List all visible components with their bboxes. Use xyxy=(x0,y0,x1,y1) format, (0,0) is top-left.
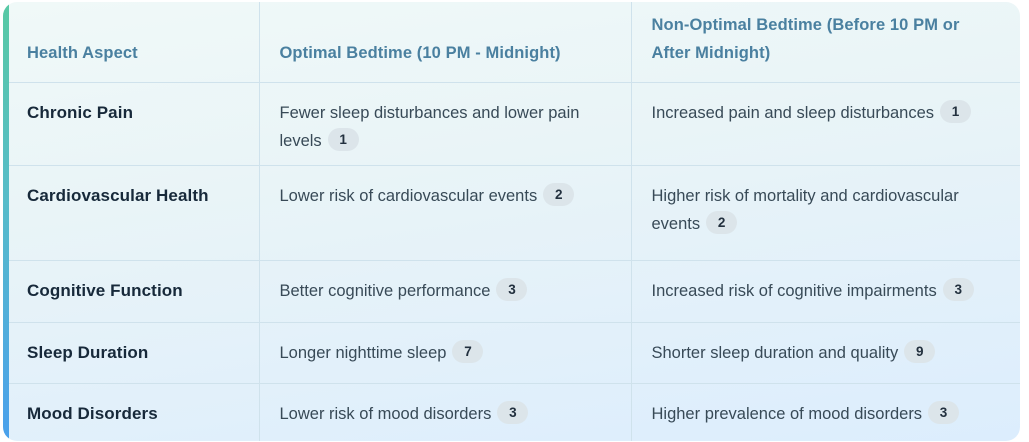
column-header-optimal-bedtime: Optimal Bedtime (10 PM - Midnight) xyxy=(258,2,631,82)
citation-badge[interactable]: 1 xyxy=(940,99,972,123)
non-optimal-cell: Increased risk of cognitive impairments 3 xyxy=(630,259,1020,322)
table-row: Cardiovascular Health Lower risk of card… xyxy=(9,164,1020,260)
aspect-label: Sleep Duration xyxy=(9,321,259,383)
citation-badge[interactable]: 1 xyxy=(327,127,359,151)
accent-gradient-bar xyxy=(3,2,9,441)
optimal-text: Longer nighttime sleep xyxy=(279,343,447,362)
column-header-non-optimal-bedtime: Non-Optimal Bedtime (Before 10 PM or Aft… xyxy=(630,2,1020,82)
optimal-text: Lower risk of mood disorders xyxy=(279,404,492,423)
citation-badge[interactable]: 2 xyxy=(706,210,738,234)
aspect-label: Cognitive Function xyxy=(9,259,259,322)
citation-badge[interactable]: 2 xyxy=(543,182,575,206)
citation-badge[interactable]: 3 xyxy=(942,277,974,301)
non-optimal-cell: Higher prevalence of mood disorders 3 xyxy=(630,382,1020,441)
aspect-label: Mood Disorders xyxy=(9,382,259,441)
non-optimal-text: Increased risk of cognitive impairments xyxy=(651,281,937,300)
health-comparison-card: Health Aspect Optimal Bedtime (10 PM - M… xyxy=(3,2,1020,441)
citation-badge[interactable]: 3 xyxy=(497,400,529,424)
non-optimal-cell: Increased pain and sleep disturbances 1 xyxy=(630,81,1020,165)
non-optimal-text: Higher prevalence of mood disorders xyxy=(651,404,923,423)
citation-badge[interactable]: 3 xyxy=(496,277,528,301)
aspect-label: Cardiovascular Health xyxy=(9,164,259,260)
citation-badge[interactable]: 7 xyxy=(452,339,484,363)
optimal-cell: Better cognitive performance 3 xyxy=(258,259,631,322)
non-optimal-cell: Shorter sleep duration and quality 9 xyxy=(630,321,1020,383)
health-comparison-table: Health Aspect Optimal Bedtime (10 PM - M… xyxy=(9,2,1020,441)
optimal-cell: Lower risk of cardiovascular events 2 xyxy=(258,164,631,260)
optimal-cell: Longer nighttime sleep 7 xyxy=(258,321,631,383)
table-row: Sleep Duration Longer nighttime sleep 7 S… xyxy=(9,321,1020,383)
optimal-cell: Lower risk of mood disorders 3 xyxy=(258,382,631,441)
table-row: Chronic Pain Fewer sleep disturbances an… xyxy=(9,81,1020,165)
non-optimal-text: Shorter sleep duration and quality xyxy=(651,343,899,362)
citation-badge[interactable]: 3 xyxy=(928,400,960,424)
optimal-text: Lower risk of cardiovascular events xyxy=(279,186,538,205)
non-optimal-text: Increased pain and sleep disturbances xyxy=(651,103,935,122)
optimal-cell: Fewer sleep disturbances and lower pain … xyxy=(258,81,631,165)
table-header-row: Health Aspect Optimal Bedtime (10 PM - M… xyxy=(9,2,1020,82)
non-optimal-cell: Higher risk of mortality and cardiovascu… xyxy=(630,164,1020,260)
optimal-text: Fewer sleep disturbances and lower pain … xyxy=(279,103,580,150)
citation-badge[interactable]: 9 xyxy=(904,339,936,363)
aspect-label: Chronic Pain xyxy=(9,81,259,165)
column-header-health-aspect: Health Aspect xyxy=(27,43,138,62)
non-optimal-text: Higher risk of mortality and cardiovascu… xyxy=(651,186,959,233)
optimal-text: Better cognitive performance xyxy=(279,281,491,300)
table-row: Mood Disorders Lower risk of mood disord… xyxy=(9,382,1020,441)
table-row: Cognitive Function Better cognitive perf… xyxy=(9,259,1020,322)
